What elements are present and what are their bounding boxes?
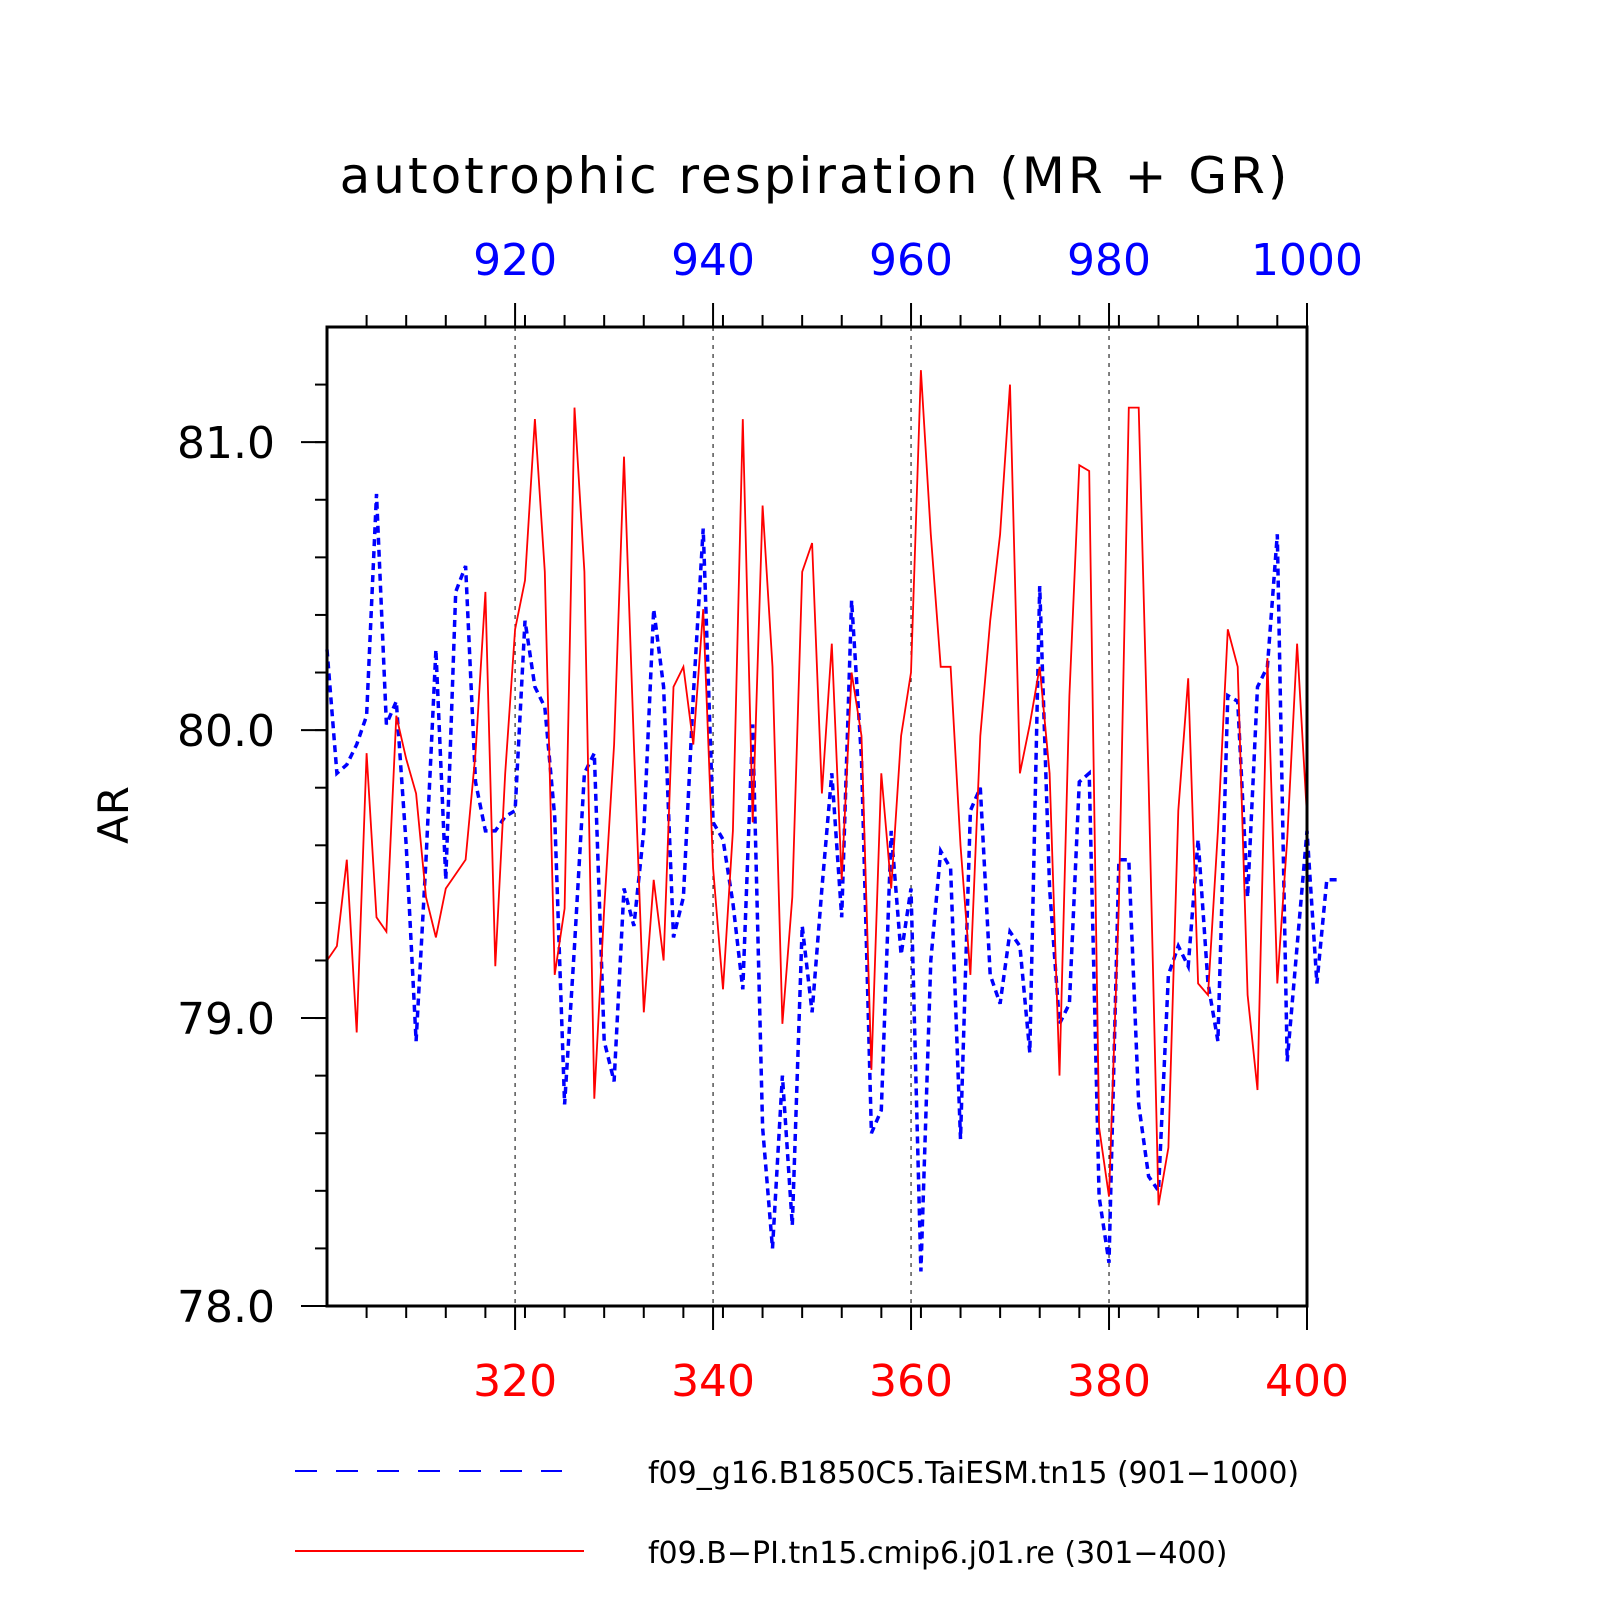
plot-frame [325,325,1309,1308]
top-tick-label: 920 [473,235,557,286]
y-tick-label: 78.0 [177,1282,275,1333]
y-tick-label: 81.0 [177,418,275,469]
y-tick-label: 79.0 [177,994,275,1045]
top-tick-label: 1000 [1251,235,1363,286]
bottom-tick-label: 360 [869,1356,953,1407]
bottom-tick-label: 340 [671,1356,755,1407]
bottom-axis-ticks: 320 340 360 380 400 [365,1306,1349,1407]
bottom-tick-label: 400 [1265,1356,1349,1407]
legend-label-series-1: f09_g16.B1850C5.TaiESM.tn15 (901−1000) [648,1456,1299,1491]
y-axis-ticks: 78.0 79.0 80.0 81.0 [177,383,327,1333]
series-line-1 [325,493,1337,1272]
series-lines [325,370,1337,1272]
y-axis-label: AR [89,786,138,844]
chart-title: autotrophic respiration (MR + GR) [340,147,1291,205]
legend: f09_g16.B1850C5.TaiESM.tn15 (901−1000) f… [295,1456,1299,1571]
top-tick-label: 960 [869,235,953,286]
top-axis-ticks: 920 940 960 980 1000 [365,235,1363,327]
y-tick-label: 80.0 [177,706,275,757]
grid-lines [514,327,1110,1306]
legend-label-series-2: f09.B−PI.tn15.cmip6.j01.re (301−400) [648,1536,1227,1571]
series-line-2 [326,370,1308,1206]
top-tick-label: 940 [671,235,755,286]
top-tick-label: 980 [1067,235,1151,286]
bottom-tick-label: 320 [473,1356,557,1407]
bottom-tick-label: 380 [1067,1356,1151,1407]
